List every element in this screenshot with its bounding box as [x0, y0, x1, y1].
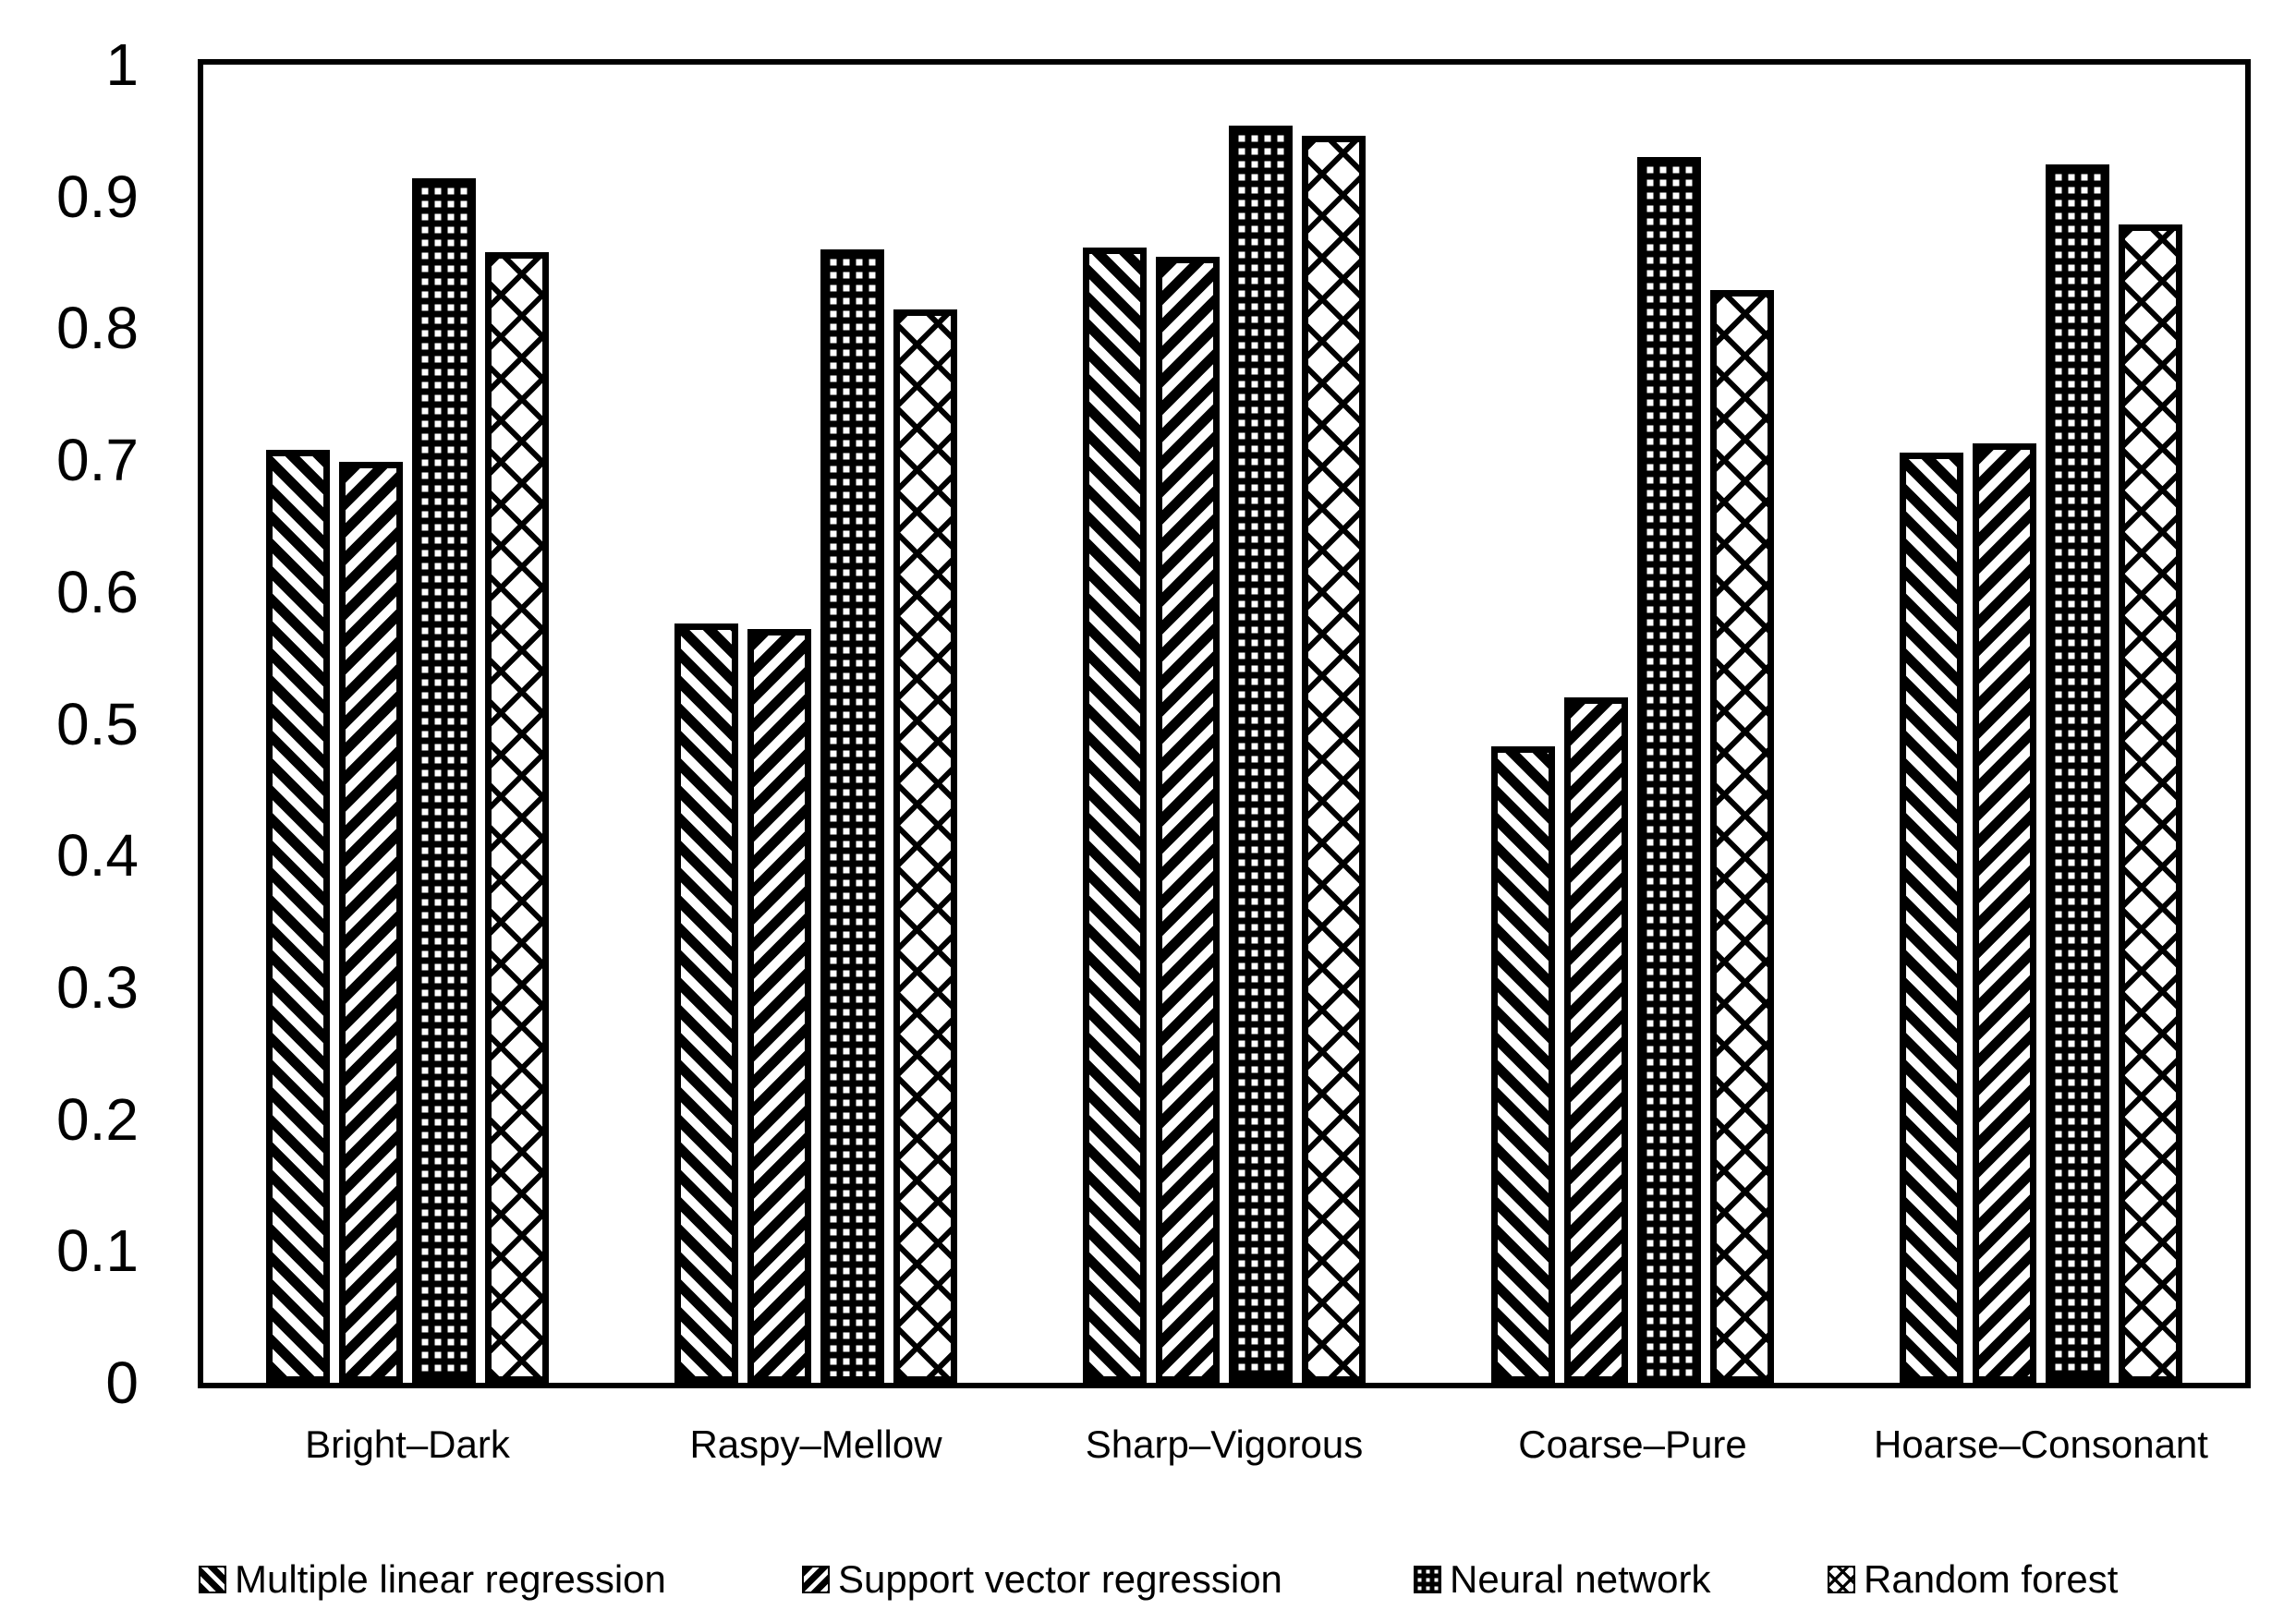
y-axis-tick-label: 0.4 — [56, 822, 139, 890]
bar — [893, 309, 957, 1383]
bar — [485, 251, 549, 1383]
y-axis-tick-label: 0.1 — [56, 1217, 139, 1285]
bar — [339, 461, 403, 1383]
legend-swatch — [1828, 1566, 1855, 1593]
legend-item: Multiple linear regression — [199, 1554, 666, 1605]
legend-label: Support vector regression — [838, 1557, 1282, 1601]
legend-label: Neural network — [1450, 1557, 1711, 1601]
bar — [2119, 224, 2182, 1383]
y-axis-tick-label: 0.2 — [56, 1085, 139, 1153]
bar — [266, 449, 330, 1383]
bar — [747, 628, 811, 1383]
y-axis-tick-label: 0.8 — [56, 295, 139, 362]
bar — [1491, 745, 1555, 1383]
y-axis-tick-label: 0.9 — [56, 163, 139, 230]
legend-label: Multiple linear regression — [235, 1557, 666, 1601]
legend-label: Random forest — [1864, 1557, 2119, 1601]
y-axis-tick-label: 0.3 — [56, 953, 139, 1021]
legend-swatch — [199, 1566, 226, 1593]
legend-swatch — [802, 1566, 830, 1593]
bar — [1900, 452, 1963, 1383]
bar — [1083, 248, 1147, 1383]
legend-item: Neural network — [1414, 1554, 1710, 1605]
x-axis-category-label: Hoarse–Consonant — [1874, 1422, 2208, 1466]
bar — [1229, 125, 1293, 1383]
x-axis-category-label: Raspy–Mellow — [689, 1422, 942, 1466]
legend-swatch — [1414, 1566, 1441, 1593]
y-axis-tick-label: 0 — [105, 1350, 139, 1416]
bar — [1302, 136, 1366, 1383]
bar — [1973, 442, 2036, 1383]
x-axis-category-label: Sharp–Vigorous — [1085, 1422, 1364, 1466]
y-axis-tick-label: 0.7 — [56, 427, 139, 494]
legend-item: Random forest — [1828, 1554, 2118, 1605]
bar — [2046, 164, 2109, 1383]
legend-item: Support vector regression — [802, 1554, 1282, 1605]
bar — [1710, 290, 1774, 1383]
y-axis-tick-label: 1 — [105, 31, 139, 98]
y-axis-tick-label: 0.5 — [56, 690, 139, 757]
x-axis-category-label: Coarse–Pure — [1518, 1422, 1747, 1466]
y-axis-tick-label: 0.6 — [56, 558, 139, 625]
bar — [1637, 156, 1701, 1383]
bar — [674, 623, 738, 1383]
bar — [1564, 696, 1628, 1383]
bar — [1156, 257, 1220, 1383]
bar — [820, 248, 884, 1383]
x-axis-category-label: Bright–Dark — [305, 1422, 510, 1466]
bar — [412, 177, 476, 1383]
